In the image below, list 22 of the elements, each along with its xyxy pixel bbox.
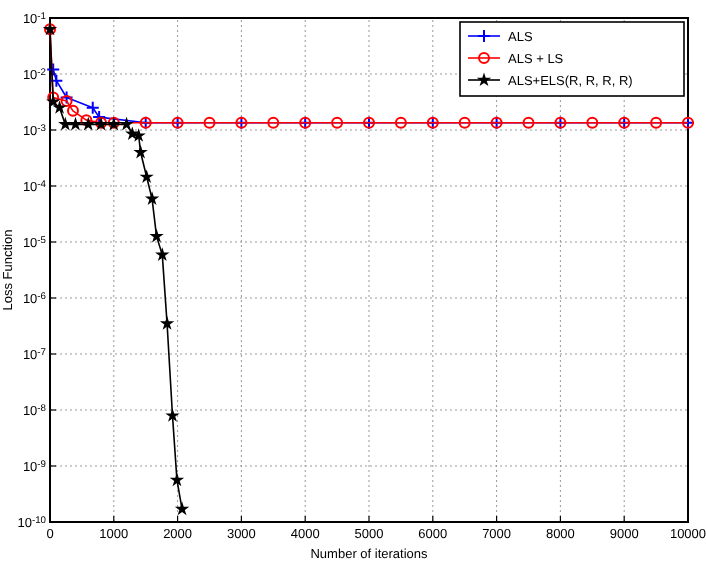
point xyxy=(458,116,471,129)
point xyxy=(267,116,280,129)
point xyxy=(522,116,535,129)
point xyxy=(133,144,148,159)
point xyxy=(174,501,190,516)
point xyxy=(139,169,154,184)
point xyxy=(155,247,170,261)
point xyxy=(119,116,134,131)
point xyxy=(68,116,83,131)
point xyxy=(58,116,73,131)
point xyxy=(169,472,185,487)
point xyxy=(159,315,175,330)
point xyxy=(52,100,67,114)
point xyxy=(586,116,599,129)
point xyxy=(394,116,407,129)
point xyxy=(165,408,180,422)
point xyxy=(331,116,344,129)
point xyxy=(66,104,79,117)
point xyxy=(650,116,663,129)
point xyxy=(149,228,164,243)
point xyxy=(203,116,216,129)
point xyxy=(144,191,160,205)
